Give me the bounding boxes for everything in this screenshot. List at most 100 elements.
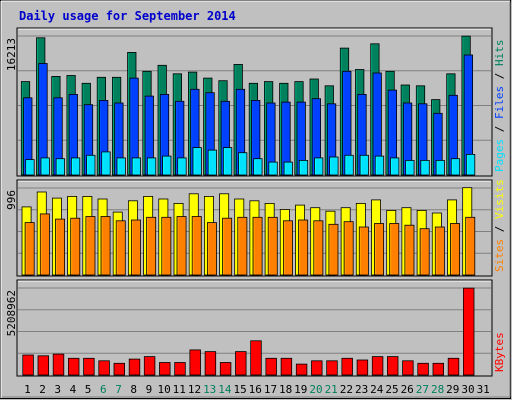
bar-pages-day-15: [238, 152, 248, 176]
x-label-day-31: 31: [477, 383, 490, 396]
bar-pages-day-9: [146, 157, 157, 176]
bar-kbytes-day-25: [386, 356, 399, 376]
bar-sites-day-7: [115, 220, 126, 276]
x-label-day-3: 3: [54, 383, 61, 396]
bar-sites-day-28: [434, 226, 445, 276]
bar-sites-day-15: [237, 216, 248, 276]
y-max-label: 16213: [5, 38, 18, 71]
x-label-day-18: 18: [279, 383, 292, 396]
bar-sites-day-2: [39, 213, 50, 276]
legend-item-files: Files: [493, 86, 506, 119]
bar-kbytes-day-14: [219, 362, 232, 376]
bar-sites-day-20: [313, 220, 324, 276]
bar-kbytes-day-18: [280, 357, 293, 376]
bar-sites-day-29: [450, 223, 461, 276]
x-label-day-17: 17: [264, 383, 277, 396]
bar-sites-day-11: [176, 216, 187, 276]
legend-separator: /: [493, 119, 506, 139]
bar-sites-day-23: [358, 226, 369, 276]
bar-kbytes-day-8: [128, 358, 141, 376]
bar-kbytes-day-28: [432, 362, 445, 376]
bar-sites-day-14: [222, 217, 233, 276]
bar-sites-day-24: [374, 223, 385, 276]
bar-sites-day-12: [191, 216, 202, 276]
bar-kbytes-day-11: [174, 362, 186, 376]
x-label-day-11: 11: [173, 383, 186, 396]
x-label-day-25: 25: [385, 383, 398, 396]
bar-pages-day-8: [131, 157, 141, 176]
x-label-day-23: 23: [355, 383, 368, 396]
bar-pages-day-22: [344, 154, 354, 176]
bar-sites-day-13: [206, 222, 217, 276]
x-label-day-28: 28: [431, 383, 444, 396]
bar-pages-day-2: [40, 157, 50, 176]
x-label-day-5: 5: [85, 383, 92, 396]
x-label-day-29: 29: [446, 383, 459, 396]
x-label-day-1: 1: [24, 383, 31, 396]
x-label-day-22: 22: [340, 383, 353, 396]
bar-kbytes-day-15: [235, 351, 247, 376]
bar-pages-day-26: [405, 159, 415, 176]
bar-sites-day-3: [55, 218, 66, 276]
x-label-day-8: 8: [130, 383, 137, 396]
x-label-day-14: 14: [218, 383, 232, 396]
bar-pages-day-29: [450, 158, 461, 176]
legend-separator: /: [493, 66, 506, 86]
bar-sites-day-30: [465, 216, 476, 276]
bar-pages-day-20: [314, 157, 324, 176]
bar-pages-day-19: [298, 159, 309, 176]
x-label-day-30: 30: [461, 383, 474, 396]
legend-item-kbytes: KBytes: [493, 332, 506, 372]
panel-bottom: 5208962 KBytes: [5, 279, 506, 377]
legend-item-visits: Visits: [493, 179, 506, 219]
bar-pages-day-1: [25, 159, 35, 176]
bar-kbytes-day-4: [68, 357, 80, 376]
bar-pages-day-13: [207, 149, 217, 176]
bar-kbytes-day-22: [341, 357, 353, 376]
bar-pages-day-30: [465, 153, 476, 176]
legend-top: Pages / Files / Hits: [493, 40, 506, 173]
x-label-day-19: 19: [294, 383, 307, 396]
bar-pages-day-25: [390, 157, 400, 176]
y-max-label: 996: [5, 190, 18, 210]
bar-pages-day-3: [55, 158, 66, 176]
bar-kbytes-day-16: [250, 340, 262, 376]
bar-kbytes-day-7: [113, 362, 126, 376]
x-label-day-26: 26: [401, 383, 414, 396]
legend-bottom: KBytes: [493, 332, 506, 372]
bar-kbytes-day-10: [159, 362, 171, 376]
bar-kbytes-day-9: [143, 356, 156, 376]
legend-item-hits: Hits: [493, 40, 506, 67]
bar-kbytes-day-21: [326, 360, 338, 376]
bar-sites-day-18: [282, 220, 293, 276]
panel-middle: 996 Sites / Visits: [5, 179, 506, 277]
x-label-day-15: 15: [233, 383, 246, 396]
x-label-day-9: 9: [146, 383, 153, 396]
bar-sites-day-26: [404, 224, 415, 276]
bar-pages-day-28: [435, 159, 445, 176]
bar-pages-day-18: [283, 161, 293, 176]
x-label-day-16: 16: [249, 383, 262, 396]
bar-sites-day-6: [100, 216, 111, 276]
bar-kbytes-day-30: [462, 287, 475, 376]
bar-pages-day-24: [374, 155, 385, 176]
bar-sites-day-4: [70, 217, 81, 276]
legend-middle: Sites / Visits: [493, 179, 506, 272]
x-label-day-13: 13: [203, 383, 216, 396]
x-label-day-6: 6: [100, 383, 107, 396]
bar-sites-day-10: [161, 216, 172, 276]
x-label-day-21: 21: [325, 383, 338, 396]
x-label-day-2: 2: [39, 383, 46, 396]
bar-kbytes-day-2: [37, 355, 50, 376]
x-label-day-4: 4: [70, 383, 77, 396]
bar-pages-day-7: [116, 157, 126, 176]
bar-sites-day-5: [85, 216, 96, 276]
x-label-day-24: 24: [370, 383, 384, 396]
x-label-day-7: 7: [115, 383, 122, 396]
bar-pages-day-11: [177, 157, 187, 176]
x-label-day-10: 10: [157, 383, 170, 396]
bar-pages-day-10: [162, 155, 172, 176]
x-label-day-27: 27: [416, 383, 429, 396]
bar-pages-day-17: [268, 161, 278, 176]
bar-pages-day-16: [253, 158, 263, 176]
